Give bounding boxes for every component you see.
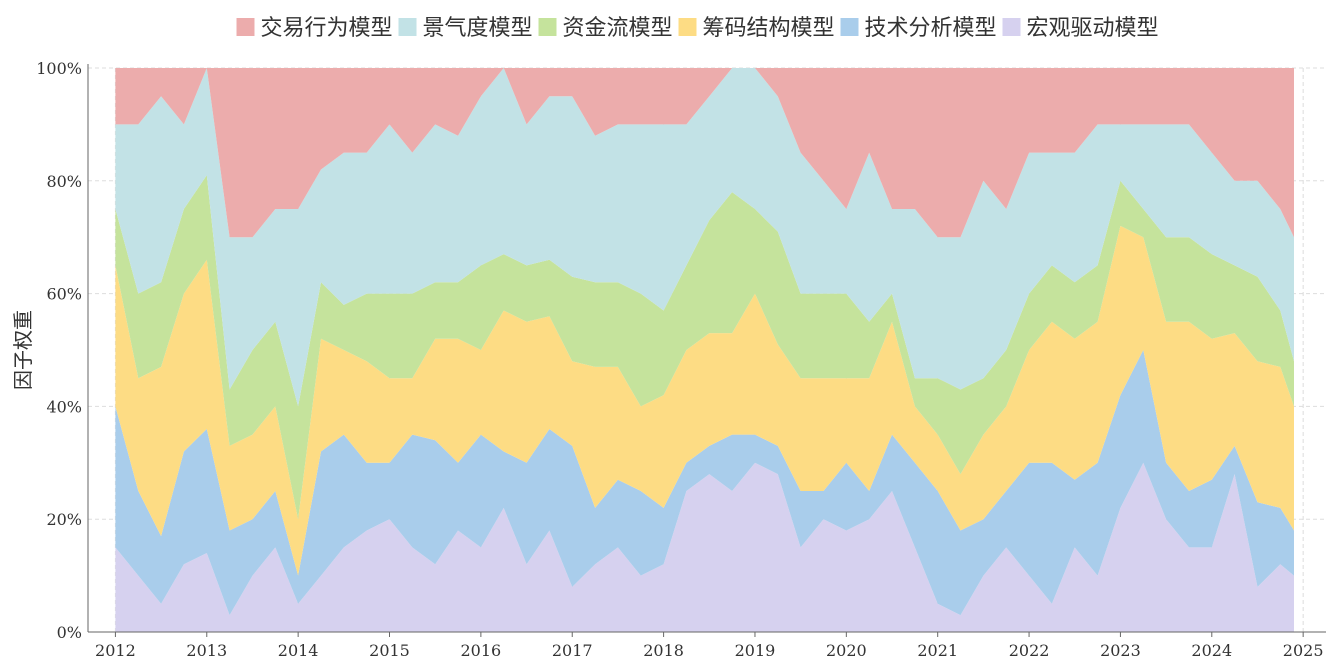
y-axis-title: 因子权重 bbox=[11, 310, 35, 390]
area-series bbox=[115, 175, 1294, 520]
y-tick-label: 20% bbox=[46, 510, 82, 529]
x-tick-label: 2023 bbox=[1100, 641, 1141, 660]
y-tick-label: 0% bbox=[57, 623, 82, 642]
x-tick-label: 2017 bbox=[552, 641, 593, 660]
y-tick-label: 40% bbox=[46, 397, 82, 416]
area-series bbox=[115, 350, 1294, 616]
legend-swatch bbox=[236, 18, 255, 36]
x-tick-label: 2015 bbox=[369, 641, 410, 660]
legend-label: 宏观驱动模型 bbox=[1027, 16, 1159, 41]
y-tick-label: 80% bbox=[46, 172, 82, 191]
x-tick-label: 2012 bbox=[95, 641, 136, 660]
area-series bbox=[115, 68, 1294, 238]
x-tick-label: 2024 bbox=[1191, 641, 1232, 660]
x-tick-label: 2018 bbox=[643, 641, 684, 660]
legend-label: 资金流模型 bbox=[563, 16, 673, 41]
x-tick-label: 2021 bbox=[917, 641, 958, 660]
area-series bbox=[115, 68, 1294, 407]
chart-areas bbox=[115, 68, 1294, 632]
legend-swatch bbox=[1002, 18, 1021, 36]
legend-swatch bbox=[678, 18, 697, 36]
x-tick-label: 2025 bbox=[1283, 641, 1324, 660]
y-tick-label: 60% bbox=[46, 285, 82, 304]
x-tick-label: 2013 bbox=[186, 641, 227, 660]
chart-axes: 0% 20% 40% 60% 80% 100% 2012 2013 2014 2015 2016 20… bbox=[36, 59, 1326, 660]
legend-label: 交易行为模型 bbox=[261, 16, 393, 41]
x-tick-label: 2014 bbox=[278, 641, 319, 660]
area-series bbox=[115, 462, 1294, 632]
legend-swatch bbox=[840, 18, 859, 36]
chart-legend: 交易行为模型 景气度模型 资金流模型 筹码结构模型 技术分析模型 宏观驱动模型 bbox=[236, 16, 1159, 41]
legend-label: 景气度模型 bbox=[423, 16, 533, 41]
legend-swatch bbox=[398, 18, 417, 36]
x-tick-label: 2022 bbox=[1009, 641, 1050, 660]
y-tick-label: 100% bbox=[36, 59, 82, 78]
legend-swatch bbox=[538, 18, 557, 36]
x-tick-label: 2020 bbox=[826, 641, 867, 660]
legend-label: 技术分析模型 bbox=[865, 16, 997, 41]
legend-label: 筹码结构模型 bbox=[703, 16, 835, 41]
x-tick-label: 2016 bbox=[461, 641, 502, 660]
x-tick-label: 2019 bbox=[735, 641, 776, 660]
area-series bbox=[115, 225, 1294, 576]
